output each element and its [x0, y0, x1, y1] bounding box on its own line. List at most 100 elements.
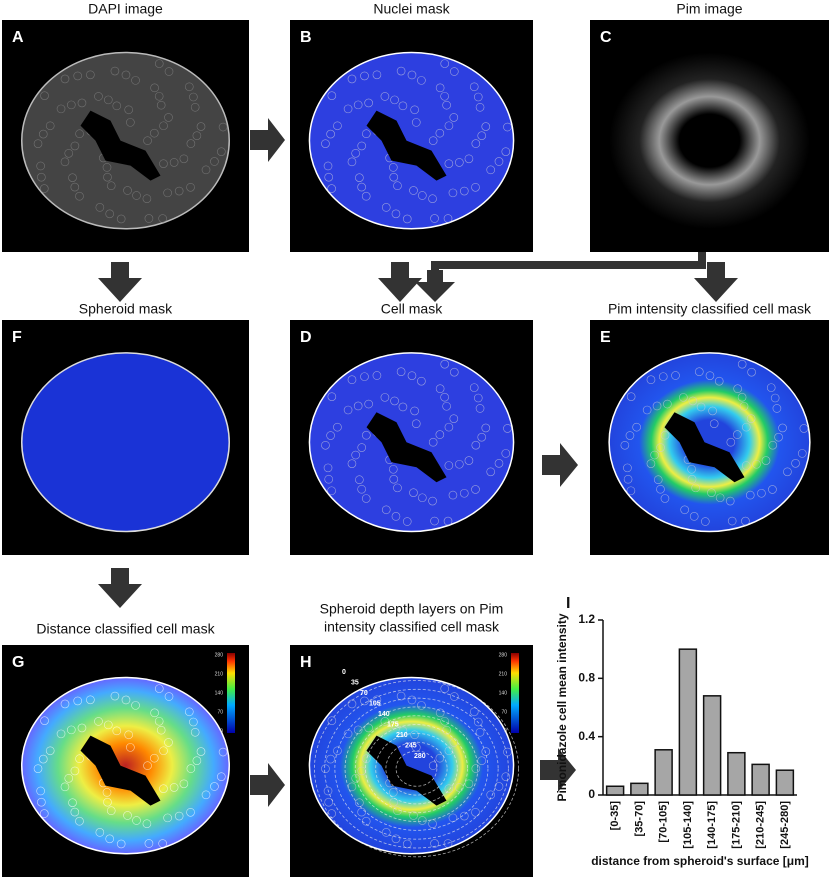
cell — [184, 707, 194, 717]
cell — [164, 67, 174, 76]
cell — [442, 100, 451, 110]
cell — [39, 184, 49, 193]
cell — [430, 839, 439, 848]
cell — [481, 747, 491, 756]
panel: Distance classified cell mask G 280 210 140 7… — [2, 621, 249, 877]
cell — [210, 782, 219, 791]
cell — [362, 129, 371, 139]
panel-title: Pim image — [676, 1, 742, 17]
cell — [56, 104, 66, 114]
cell — [38, 129, 48, 139]
cell — [623, 463, 632, 473]
cell — [391, 512, 401, 521]
cell — [410, 105, 419, 115]
cell — [435, 430, 445, 439]
bar — [702, 695, 722, 796]
depth-label: 280 — [414, 753, 426, 760]
cell — [442, 725, 451, 735]
cell — [323, 463, 333, 473]
cell — [402, 214, 412, 224]
panel: Spheroid mask F — [2, 301, 249, 555]
cell — [123, 811, 132, 820]
cell — [449, 113, 459, 122]
cell — [77, 98, 87, 108]
cell — [741, 422, 751, 432]
cell — [464, 779, 474, 789]
cell — [159, 121, 168, 131]
cell — [390, 95, 399, 105]
cell — [380, 393, 390, 402]
spheroid — [609, 52, 810, 229]
cell — [464, 154, 474, 164]
cell — [333, 746, 342, 756]
cell — [428, 819, 437, 829]
x-tick-label: [105-140] — [682, 801, 694, 849]
cell — [757, 488, 766, 498]
cell — [75, 191, 84, 201]
y-axis-label: Pimonidazole cell mean intensity — [555, 613, 569, 801]
cell — [444, 422, 454, 432]
cell — [102, 788, 112, 797]
cell — [486, 467, 496, 477]
cell — [169, 158, 179, 167]
cell — [361, 494, 371, 503]
cell — [440, 359, 450, 369]
cell — [443, 516, 453, 526]
cell — [455, 783, 464, 792]
cell — [159, 784, 168, 793]
cell — [95, 203, 105, 212]
cell — [477, 756, 487, 765]
cell — [150, 753, 159, 763]
spheroid — [308, 51, 515, 230]
cell — [443, 214, 453, 223]
cell — [355, 173, 364, 182]
cell — [347, 459, 357, 468]
cell — [143, 136, 152, 145]
cell — [324, 474, 334, 484]
cell — [435, 83, 445, 93]
cell — [321, 764, 330, 773]
depth-contour — [324, 688, 509, 849]
cell — [333, 121, 342, 131]
cell — [407, 695, 417, 705]
cell — [494, 459, 504, 468]
depth-label: 70 — [360, 690, 368, 697]
necrotic-core — [366, 110, 447, 181]
cell — [154, 91, 164, 101]
bar — [605, 785, 625, 796]
panel: Spheroid depth layers on Pim intensity cl… — [290, 601, 533, 877]
panel: Nuclei mask B — [290, 1, 533, 252]
cell — [163, 188, 172, 198]
bar — [678, 648, 698, 796]
cell — [95, 828, 105, 837]
cell — [646, 459, 656, 468]
cell — [60, 74, 70, 84]
cell — [189, 92, 198, 102]
cell — [343, 405, 353, 415]
cell — [381, 203, 391, 212]
bar-chart: I 0 0.4 0.8 1.2 Pimonidazole cell mean intens… — [555, 595, 809, 868]
cell — [70, 766, 80, 776]
arrow — [378, 262, 422, 302]
arrow — [98, 568, 142, 608]
cell — [701, 517, 710, 526]
cell — [360, 71, 369, 81]
cell — [357, 484, 366, 494]
cell — [418, 493, 427, 503]
cell — [448, 490, 458, 500]
cell — [380, 92, 390, 101]
depth-contour — [314, 680, 519, 858]
cell — [459, 186, 469, 196]
cell — [70, 807, 80, 817]
cell — [38, 754, 48, 764]
cell — [680, 505, 689, 515]
cell — [381, 505, 391, 515]
cell — [797, 449, 807, 458]
cell — [501, 772, 511, 781]
cell — [389, 797, 399, 807]
cell — [326, 431, 335, 440]
cell — [393, 806, 402, 816]
cell — [364, 723, 373, 733]
